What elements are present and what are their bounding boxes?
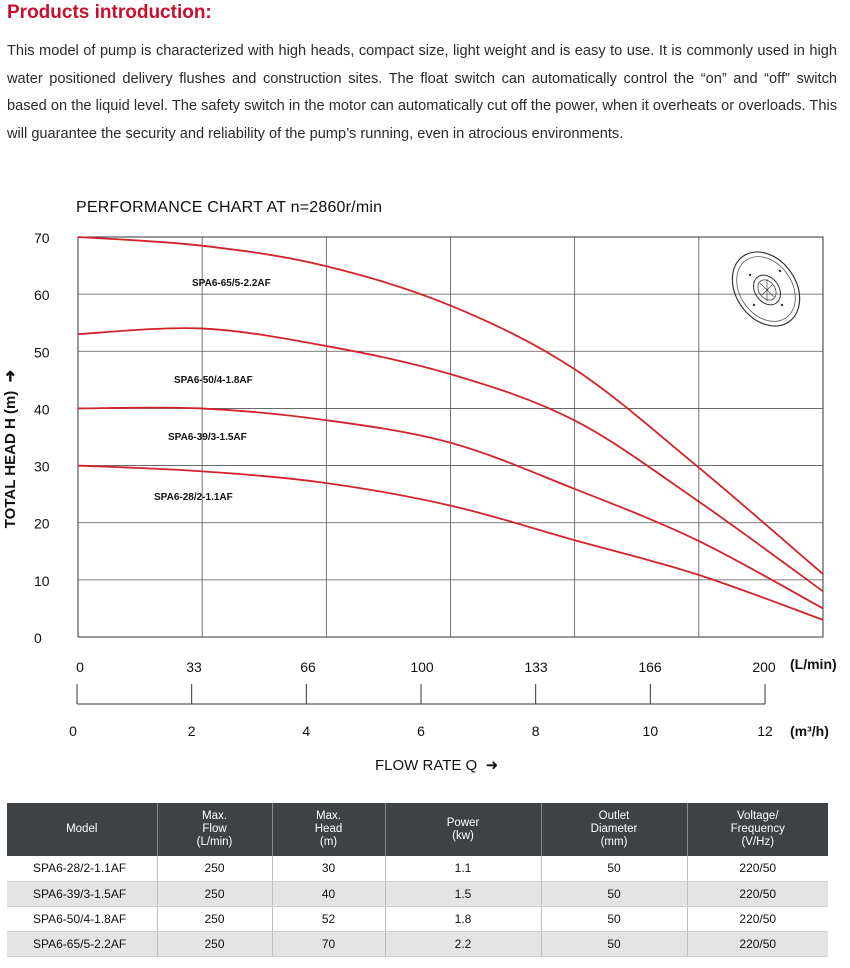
table-row: SPA6-50/4-1.8AF 250 52 1.8 50 220/50 xyxy=(7,906,828,932)
series-label: SPA6-28/2-1.1AF xyxy=(154,492,233,503)
table-cell: 2.2 xyxy=(385,931,542,957)
x2-tick-label: 8 xyxy=(532,723,540,739)
table-header-row: Model Max. Flow (L/min) Max. Head (m) Power (kw)… xyxy=(7,803,828,856)
table-cell: 250 xyxy=(157,856,273,882)
x-tick-label: 0 xyxy=(76,659,84,675)
intro-paragraph: This model of pump is characterized with… xyxy=(7,43,837,143)
series-line xyxy=(77,236,824,575)
table-cell: SPA6-39/3-1.5AF xyxy=(7,881,158,907)
table-cell: SPA6-65/5-2.2AF xyxy=(7,931,158,957)
table-cell: SPA6-28/2-1.1AF xyxy=(7,856,158,882)
table-header-cell: Voltage/Frequency (V/Hz) xyxy=(687,803,828,856)
table-cell: 70 xyxy=(272,931,386,957)
table-header-cell: Model xyxy=(7,803,158,856)
series-label: SPA6-65/5-2.2AF xyxy=(192,278,271,289)
table-cell: 250 xyxy=(157,906,273,932)
section-title: Products introduction: xyxy=(7,2,212,23)
y-tick-label: 50 xyxy=(34,344,50,360)
table-cell: 1.5 xyxy=(385,881,542,907)
y-tick-label: 70 xyxy=(34,230,50,246)
table-cell: SPA6-50/4-1.8AF xyxy=(7,906,158,932)
table-cell: 220/50 xyxy=(687,906,828,932)
x-tick-label: 166 xyxy=(638,659,662,675)
table-cell: 50 xyxy=(541,856,688,882)
y-tick-label: 30 xyxy=(34,459,50,475)
y-tick-label: 10 xyxy=(34,573,50,589)
series-line xyxy=(77,464,824,621)
table-cell: 52 xyxy=(272,906,386,932)
table-row: SPA6-39/3-1.5AF 250 40 1.5 50 220/50 xyxy=(7,881,828,907)
table-row: SPA6-65/5-2.2AF 250 70 2.2 50 220/50 xyxy=(7,931,828,957)
table-cell: 1.1 xyxy=(385,856,542,882)
y-tick-label: 40 xyxy=(34,401,50,417)
table-cell: 50 xyxy=(541,931,688,957)
table-header-cell: Max. Flow (L/min) xyxy=(157,803,273,856)
table-header-cell: Max. Head (m) xyxy=(272,803,386,856)
x-tick-label: 66 xyxy=(300,659,316,675)
series-line xyxy=(77,406,824,610)
table-header-cell: Power (kw) xyxy=(385,803,542,856)
table-header-cell: Outlet Diameter (mm) xyxy=(541,803,688,856)
x2-unit-label: (m³/h) xyxy=(790,723,829,739)
table-cell: 220/50 xyxy=(687,931,828,957)
x2-tick-label: 4 xyxy=(302,723,310,739)
table-cell: 50 xyxy=(541,906,688,932)
y-tick-label: 60 xyxy=(34,287,50,303)
x-unit-label: (L/min) xyxy=(790,656,837,672)
x-tick-label: 133 xyxy=(524,659,548,675)
x-axis-label: FLOW RATE Q xyxy=(375,757,478,774)
series-line xyxy=(77,327,824,593)
x2-tick-label: 2 xyxy=(188,723,196,739)
spec-table: Model Max. Flow (L/min) Max. Head (m) Power (kw)… xyxy=(7,803,828,957)
table-cell: 30 xyxy=(272,856,386,882)
table-body: SPA6-28/2-1.1AF 250 30 1.1 50 220/50 SPA6-39/3… xyxy=(7,856,828,957)
x-tick-label: 200 xyxy=(752,659,776,675)
x-tick-label: 100 xyxy=(410,659,434,675)
table-cell: 40 xyxy=(272,881,386,907)
table-cell: 250 xyxy=(157,931,273,957)
x2-tick-label: 0 xyxy=(69,723,77,739)
table-cell: 50 xyxy=(541,881,688,907)
x2-tick-label: 10 xyxy=(643,723,659,739)
series-label: SPA6-50/4-1.8AF xyxy=(174,375,253,386)
series-label: SPA6-39/3-1.5AF xyxy=(168,432,247,443)
impeller-illustration xyxy=(720,243,812,335)
x-axis-title: FLOW RATE Q ➜ xyxy=(375,756,498,774)
table-cell: 1.8 xyxy=(385,906,542,932)
table-cell: 250 xyxy=(157,881,273,907)
y-tick-label: 0 xyxy=(34,630,42,646)
chart-title: PERFORMANCE CHART AT n=2860r/min xyxy=(76,199,383,216)
arrow-right-icon: ➜ xyxy=(481,757,499,774)
x2-tick-label: 6 xyxy=(417,723,425,739)
y-tick-label: 20 xyxy=(34,516,50,532)
x2-tick-label: 12 xyxy=(757,723,773,739)
table-row: SPA6-28/2-1.1AF 250 30 1.1 50 220/50 xyxy=(7,856,828,882)
x-tick-label: 33 xyxy=(186,659,202,675)
table-cell: 220/50 xyxy=(687,856,828,882)
table-cell: 220/50 xyxy=(687,881,828,907)
